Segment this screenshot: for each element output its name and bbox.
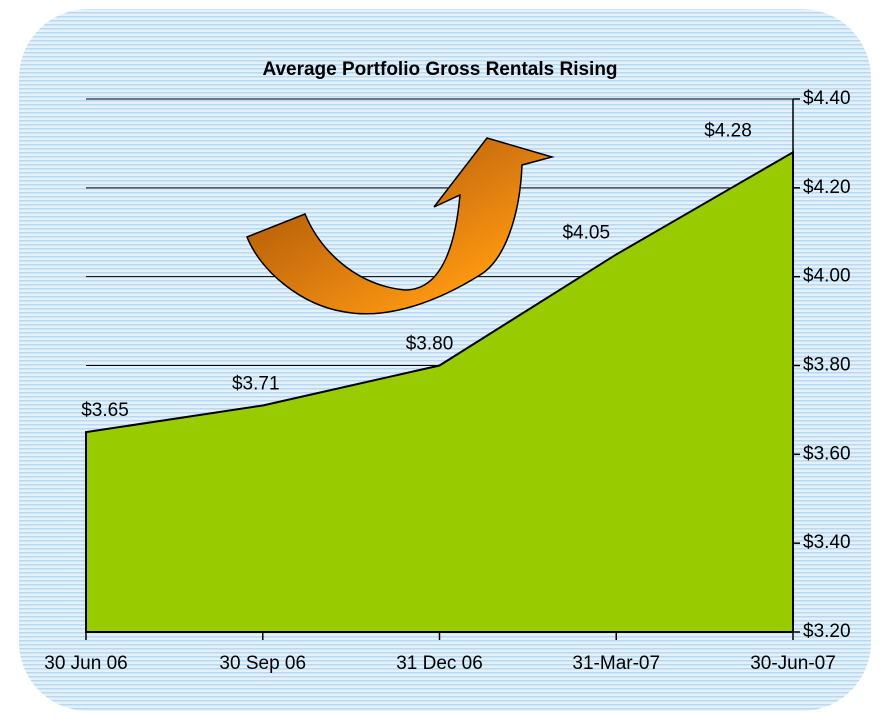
y-tick-label: $3.40 — [803, 532, 851, 553]
decorative-arrow — [246, 137, 555, 315]
data-label: $3.71 — [232, 373, 280, 394]
x-tick-label: 30 Sep 06 — [219, 653, 306, 674]
chart-title: Average Portfolio Gross Rentals Rising — [262, 59, 617, 80]
x-tick-label: 30 Jun 06 — [44, 653, 127, 674]
data-label: $4.28 — [704, 120, 752, 141]
x-tick-label: 30-Jun-07 — [750, 653, 836, 674]
y-tick-label: $4.00 — [803, 266, 851, 287]
data-label: $3.65 — [81, 400, 129, 421]
y-tick-label: $4.40 — [803, 88, 851, 109]
x-tick-label: 31-Mar-07 — [572, 653, 660, 674]
y-tick-label: $3.20 — [803, 621, 851, 642]
y-tick-label: $3.60 — [803, 443, 851, 464]
y-tick-label: $4.20 — [803, 177, 851, 198]
data-label: $4.05 — [562, 222, 610, 243]
plot-area: $3.20 $3.40 $3.60 $3.80 $4.00 $4.20 $4.40 30 Ju… — [44, 88, 850, 674]
data-label: $3.80 — [406, 334, 454, 355]
x-tick-label: 31 Dec 06 — [396, 653, 483, 674]
y-tick-label: $3.80 — [803, 355, 851, 376]
